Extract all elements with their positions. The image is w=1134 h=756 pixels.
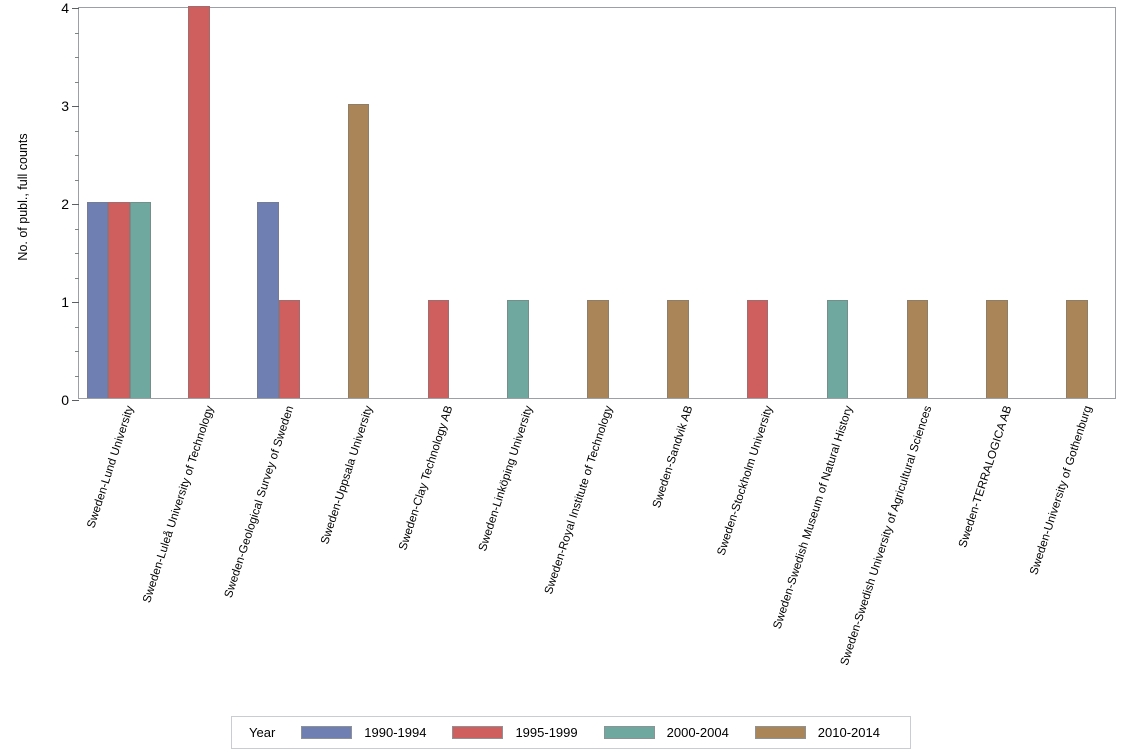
bar [86, 202, 109, 398]
y-tick-minor [75, 155, 79, 156]
legend-swatch [754, 726, 806, 739]
legend-swatch [603, 726, 655, 739]
legend-entries: 1990-1994 1995-1999 2000-2004 2010-2014 [301, 725, 906, 740]
bar [826, 300, 849, 398]
bar [129, 202, 152, 398]
plot-area: 0 1 2 3 4 [61, 0, 1116, 408]
legend-entry[interactable]: 1990-1994 [301, 725, 426, 740]
y-tick-minor [75, 277, 79, 279]
x-axis-label: Sweden-Lund University [84, 404, 137, 530]
y-tick-label: 3 [61, 98, 69, 114]
bar [667, 300, 689, 398]
y-tick-minor [75, 81, 79, 83]
bar [278, 300, 301, 398]
y-tick-major [72, 302, 79, 303]
legend-swatch [301, 726, 353, 739]
bar [257, 202, 279, 398]
y-tick-minor [75, 375, 79, 377]
bar [746, 300, 769, 398]
y-tick-minor [75, 130, 79, 132]
bar [507, 300, 529, 398]
legend-entry[interactable]: 1995-1999 [452, 725, 578, 740]
x-axis-label: Sweden-Clay Technology AB [396, 404, 456, 552]
y-tick-minor [75, 57, 79, 58]
y-tick-label: 1 [61, 294, 69, 310]
x-axis-label: Sweden-Sandvik AB [649, 404, 696, 510]
x-axis-label: Sweden-Geological Survey of Sweden [221, 404, 296, 600]
y-tick-major [72, 204, 79, 205]
bar [188, 6, 210, 398]
legend-label: 2010-2014 [817, 725, 880, 740]
legend-label: 1990-1994 [364, 725, 427, 740]
x-axis-label: Sweden-Linköping University [476, 404, 536, 553]
legend-swatch [452, 726, 504, 739]
bar [587, 300, 609, 398]
y-tick-major [72, 8, 79, 9]
y-tick-label: 2 [61, 196, 69, 212]
y-tick-label: 4 [61, 0, 69, 16]
bar [108, 202, 130, 398]
x-axis-label: Sweden-Royal Institute of Technology [542, 404, 616, 596]
y-tick-label: 0 [61, 392, 69, 408]
y-tick-minor [75, 228, 79, 230]
x-axis-label: Sweden-Stockholm University [714, 404, 776, 558]
x-axis-label: Sweden-TERRALOGICA AB [956, 404, 1015, 550]
y-tick-minor [75, 351, 79, 352]
bar [986, 300, 1008, 398]
y-tick-minor [75, 253, 79, 254]
y-tick-major [72, 106, 79, 107]
legend-title: Year [249, 725, 276, 740]
x-axis-label: Sweden-Swedish Museum of Natural History [770, 404, 855, 631]
legend-label: 2000-2004 [666, 725, 729, 740]
bar [1066, 300, 1088, 398]
y-tick-major [72, 400, 79, 401]
x-axis-label: Sweden-Luleå University of Technology [139, 404, 217, 605]
y-tick-minor [75, 32, 79, 34]
y-tick-minor [75, 326, 79, 328]
bar [347, 104, 370, 398]
x-axis-label: Sweden-Swedish University of Agricultura… [838, 404, 935, 668]
y-tick-minor [75, 179, 79, 181]
legend: Year 1990-1994 1995-1999 2000-2004 2010-201… [231, 716, 911, 749]
bar [906, 300, 929, 398]
bar [427, 300, 450, 398]
legend-label: 1995-1999 [515, 725, 578, 740]
y-axis-title: No. of publ., full counts [16, 133, 30, 261]
x-axis-label: Sweden-University of Gothenburg [1027, 404, 1095, 577]
legend-entry[interactable]: 2010-2014 [754, 725, 880, 740]
x-axis-label: Sweden-Uppsala University [318, 404, 376, 546]
legend-entry[interactable]: 2000-2004 [603, 725, 729, 740]
